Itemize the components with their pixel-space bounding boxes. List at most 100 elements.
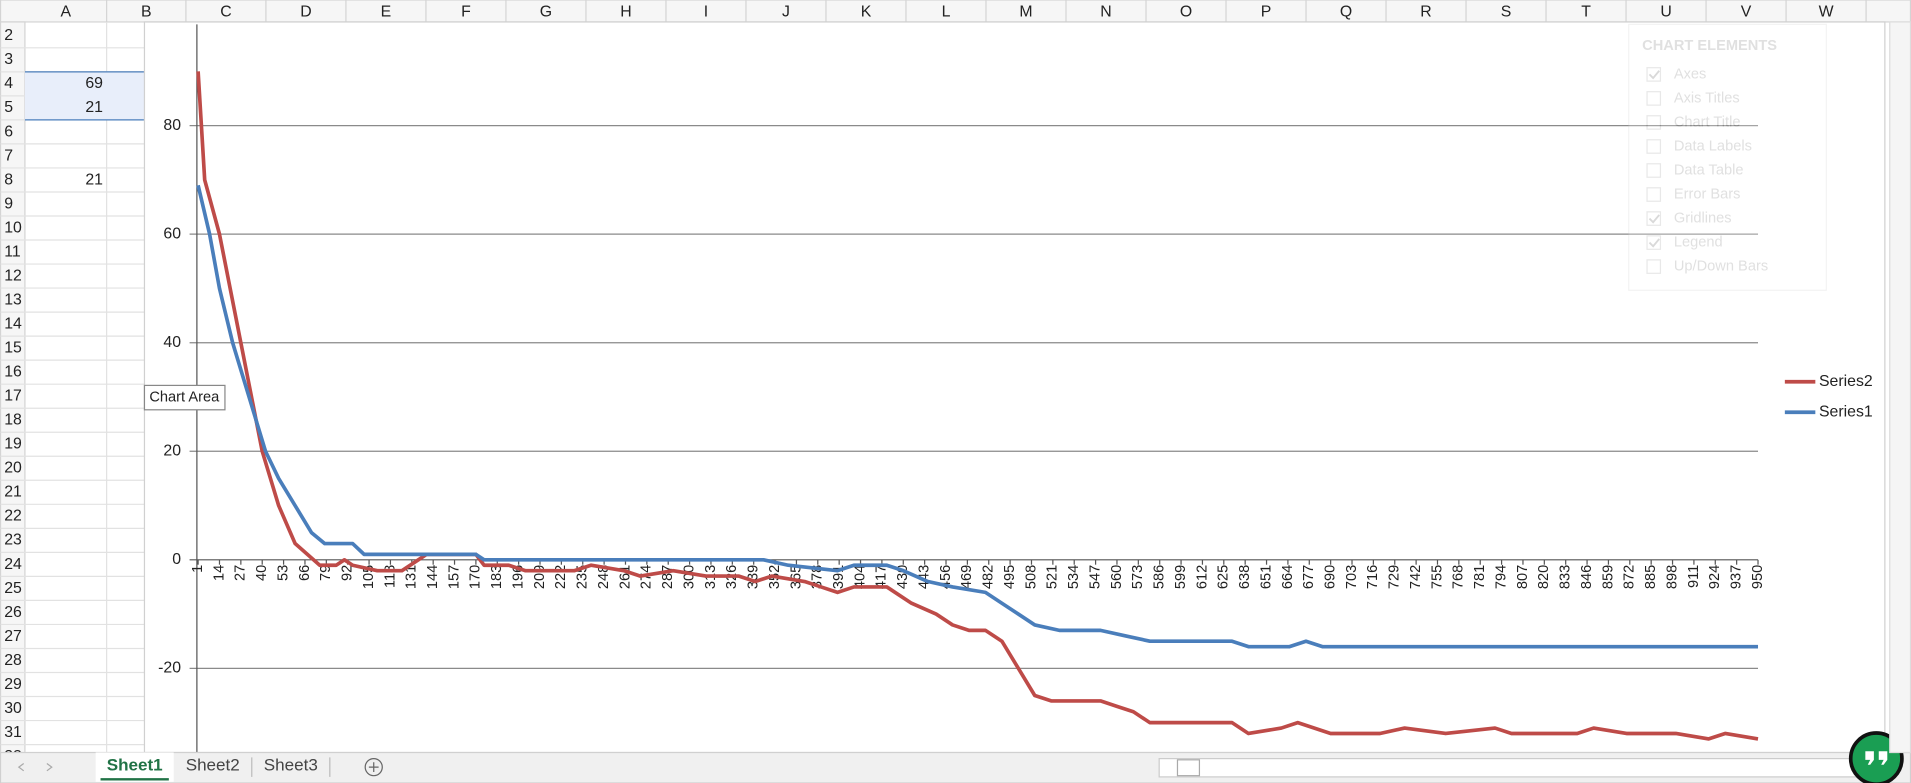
column-header[interactable]: J xyxy=(782,3,790,20)
column-header[interactable]: G xyxy=(540,3,552,20)
feedback-button[interactable] xyxy=(1848,731,1904,783)
checkbox[interactable] xyxy=(1646,187,1662,202)
checkbox[interactable] xyxy=(1646,139,1662,154)
add-sheet[interactable] xyxy=(364,757,383,777)
x-tick-label: 495 xyxy=(1002,565,1018,589)
row-header[interactable]: 14 xyxy=(4,315,22,332)
chart-area[interactable] xyxy=(143,21,1886,754)
row-header[interactable]: 26 xyxy=(4,604,22,621)
panel-item[interactable]: Error Bars xyxy=(1674,186,1741,202)
sheet-tab[interactable]: Sheet3 xyxy=(264,755,318,774)
checkbox[interactable] xyxy=(1646,163,1662,178)
cell-value[interactable]: 21 xyxy=(85,99,103,116)
checkbox[interactable] xyxy=(1646,235,1662,250)
row-header[interactable]: 15 xyxy=(4,340,22,357)
row-header[interactable]: 6 xyxy=(4,123,13,140)
row-header[interactable]: 31 xyxy=(4,724,22,741)
row-header[interactable]: 9 xyxy=(4,195,13,212)
column-header[interactable]: L xyxy=(942,3,951,20)
x-tick-label: 651 xyxy=(1258,565,1274,589)
row-header[interactable]: 10 xyxy=(4,219,22,236)
panel-item[interactable]: Data Labels xyxy=(1674,138,1752,154)
row-header[interactable]: 5 xyxy=(4,99,13,116)
sheet-tab[interactable]: Sheet1 xyxy=(107,755,163,774)
row-header[interactable]: 8 xyxy=(4,171,13,188)
column-header[interactable]: W xyxy=(1819,3,1834,20)
row-header[interactable]: 24 xyxy=(4,556,22,573)
row-header[interactable]: 25 xyxy=(4,580,22,597)
column-header[interactable]: Q xyxy=(1340,3,1352,20)
row-header[interactable]: 20 xyxy=(4,460,22,477)
row-header[interactable]: 7 xyxy=(4,147,13,164)
x-tick-label: 1 xyxy=(190,565,206,573)
row-header[interactable]: 22 xyxy=(4,508,22,525)
column-header[interactable]: C xyxy=(220,3,231,20)
column-header[interactable]: A xyxy=(60,3,71,20)
column-header[interactable]: I xyxy=(704,3,708,20)
row-header[interactable]: 17 xyxy=(4,388,22,405)
column-header[interactable]: P xyxy=(1261,3,1272,20)
panel-item[interactable]: Data Table xyxy=(1674,162,1744,178)
sheet-tab[interactable]: Sheet2 xyxy=(186,755,240,774)
checkbox[interactable] xyxy=(1646,259,1662,274)
y-tick-label: -20 xyxy=(158,660,181,677)
row-header[interactable]: 16 xyxy=(4,364,22,381)
column-header[interactable]: M xyxy=(1019,3,1032,20)
row-header[interactable]: 11 xyxy=(4,243,21,260)
column-header[interactable]: F xyxy=(461,3,471,20)
column-header[interactable]: N xyxy=(1100,3,1111,20)
x-tick-label: 404 xyxy=(852,565,868,589)
column-header[interactable]: E xyxy=(381,3,392,20)
column-header[interactable]: T xyxy=(1581,3,1591,20)
row-header[interactable]: 28 xyxy=(4,652,22,669)
panel-item[interactable]: Axis Titles xyxy=(1674,90,1740,106)
row-header[interactable]: 27 xyxy=(4,628,22,645)
series-line xyxy=(196,71,1759,741)
checkbox[interactable] xyxy=(1646,211,1662,226)
row-header[interactable]: 30 xyxy=(4,700,22,717)
x-tick-label: 66 xyxy=(297,565,313,581)
row-header[interactable]: 29 xyxy=(4,676,22,693)
panel-item[interactable]: Chart Title xyxy=(1674,114,1741,130)
x-tick-label: 482 xyxy=(981,565,997,589)
panel-item[interactable]: Gridlines xyxy=(1674,210,1732,226)
nav-arrows[interactable] xyxy=(17,762,53,772)
row-header[interactable]: 2 xyxy=(4,27,13,44)
checkbox[interactable] xyxy=(1646,67,1662,82)
column-header[interactable]: R xyxy=(1420,3,1431,20)
row-header[interactable]: 23 xyxy=(4,532,22,549)
v-scrollbar[interactable] xyxy=(1889,21,1911,754)
scroll-thumb[interactable] xyxy=(1176,759,1201,777)
x-tick-label: 612 xyxy=(1194,565,1210,589)
column-header[interactable]: D xyxy=(300,3,311,20)
row-header[interactable]: 21 xyxy=(4,484,22,501)
series-line xyxy=(196,184,1759,649)
panel-item[interactable]: Legend xyxy=(1674,234,1723,250)
checkbox[interactable] xyxy=(1646,91,1662,106)
column-header[interactable]: S xyxy=(1501,3,1512,20)
panel-item[interactable]: Up/Down Bars xyxy=(1674,258,1768,274)
h-scrollbar[interactable] xyxy=(1158,757,1886,778)
row-header[interactable]: 3 xyxy=(4,51,13,68)
cell-value[interactable]: 69 xyxy=(85,75,103,92)
column-header[interactable]: U xyxy=(1660,3,1671,20)
y-tick-label: 80 xyxy=(163,117,181,134)
x-tick-label: 547 xyxy=(1087,565,1103,589)
row-header[interactable]: 18 xyxy=(4,412,22,429)
checkmark xyxy=(1648,214,1660,224)
column-header[interactable]: H xyxy=(620,3,631,20)
legend-label[interactable]: Series2 xyxy=(1819,373,1873,390)
checkbox[interactable] xyxy=(1646,115,1662,130)
column-header[interactable]: V xyxy=(1741,3,1752,20)
sheet-tab-active[interactable] xyxy=(95,752,174,782)
row-header[interactable]: 19 xyxy=(4,436,22,453)
legend-label[interactable]: Series1 xyxy=(1819,403,1873,420)
row-header[interactable]: 12 xyxy=(4,267,22,284)
cell-value[interactable]: 21 xyxy=(85,171,103,188)
row-header[interactable]: 13 xyxy=(4,291,22,308)
column-header[interactable]: B xyxy=(141,3,152,20)
panel-item[interactable]: Axes xyxy=(1674,66,1707,82)
row-header[interactable]: 4 xyxy=(4,75,13,92)
column-header[interactable]: K xyxy=(861,3,872,20)
column-header[interactable]: O xyxy=(1180,3,1192,20)
